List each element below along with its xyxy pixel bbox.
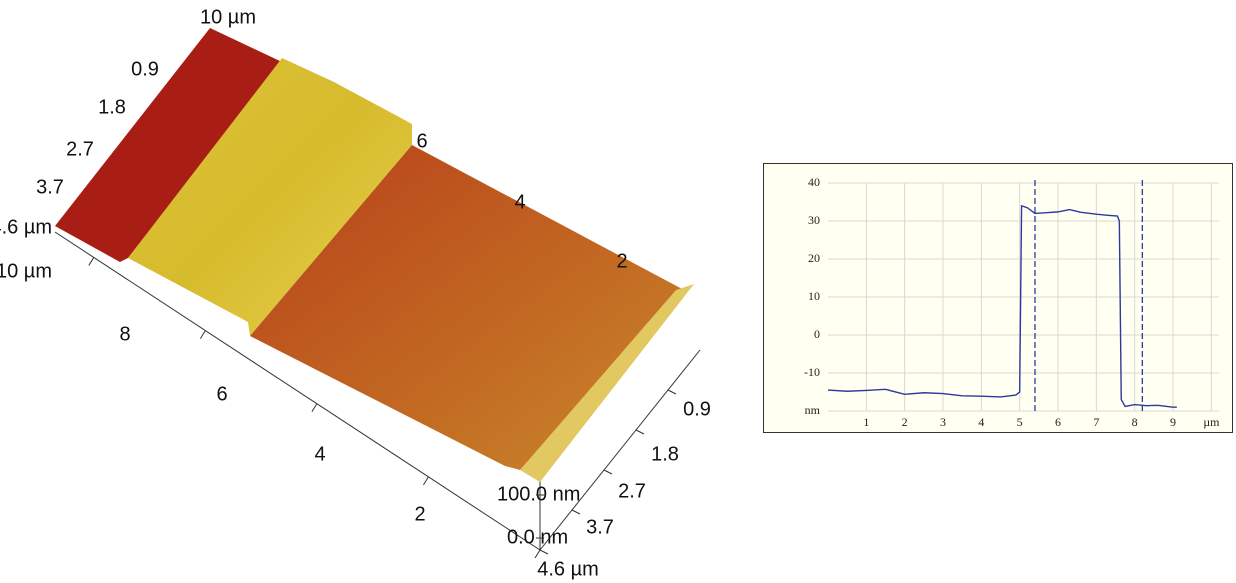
x-tick-label: µm — [1203, 415, 1220, 429]
tick-label: 1.8 — [98, 96, 126, 118]
tick-mark — [534, 549, 541, 559]
y-tick-label: 0 — [814, 327, 820, 341]
tick-label: 3.7 — [586, 516, 614, 538]
tick-label: 2.7 — [66, 138, 94, 160]
y-tick-label: nm — [805, 403, 821, 417]
y-tick-label: 30 — [808, 213, 820, 227]
tick-mark — [635, 429, 645, 435]
tick-mark — [603, 469, 613, 475]
tick-label: 8 — [119, 323, 130, 345]
tick-label: 100.0 nm — [497, 483, 580, 505]
tick-label: 1.8 — [651, 443, 679, 465]
profile-chart: nm -10 0 10 20 30 40 1 2 3 4 5 6 7 8 9 µm — [763, 163, 1233, 433]
x-tick-label: 5 — [1017, 415, 1023, 429]
tick-label: 10 µm — [0, 260, 52, 282]
tick-mark — [311, 403, 318, 412]
tick-label: 2 — [616, 250, 627, 272]
chart-frame — [763, 163, 1233, 433]
tick-mark — [667, 389, 677, 395]
tick-label: 2 — [414, 503, 425, 525]
surface-face — [250, 145, 684, 470]
surface-face — [55, 28, 282, 262]
tick-label: 6 — [416, 130, 427, 152]
tick-label: 4.6 µm — [0, 216, 52, 238]
y-tick-label: -10 — [804, 365, 820, 379]
x-tick-label: 2 — [902, 415, 908, 429]
y-tick-label: 20 — [808, 251, 820, 265]
tick-label: 3.7 — [36, 176, 64, 198]
axis — [54, 231, 541, 551]
x-tick-label: 3 — [940, 415, 946, 429]
y-tick-label: 40 — [808, 175, 820, 189]
axis — [539, 349, 701, 551]
tick-label: 4 — [514, 191, 525, 213]
surface-face — [520, 284, 694, 482]
tick-label: 4.6 µm — [537, 558, 599, 580]
tick-mark — [199, 330, 206, 339]
tick-label: 0.9 — [683, 398, 711, 420]
x-tick-label: 4 — [978, 415, 984, 429]
x-tick-label: 7 — [1093, 415, 1099, 429]
tick-mark — [571, 509, 581, 515]
tick-mark — [88, 257, 95, 266]
tick-label: 4 — [314, 443, 325, 465]
tick-label: 2.7 — [618, 480, 646, 502]
tick-label: 10 µm — [200, 6, 256, 28]
x-tick-label: 8 — [1132, 415, 1138, 429]
tick-label: 0.0 nm — [507, 526, 568, 548]
tick-label: 6 — [216, 383, 227, 405]
x-tick-label: 6 — [1055, 415, 1061, 429]
y-tick-label: 10 — [808, 289, 820, 303]
profile-line — [827, 204, 1177, 408]
tick-label: 0.9 — [131, 58, 159, 80]
tick-mark — [423, 476, 429, 486]
x-tick-label: 9 — [1170, 415, 1176, 429]
tick-mark — [539, 549, 549, 555]
surface-face — [128, 58, 412, 336]
x-tick-label: 1 — [863, 415, 869, 429]
